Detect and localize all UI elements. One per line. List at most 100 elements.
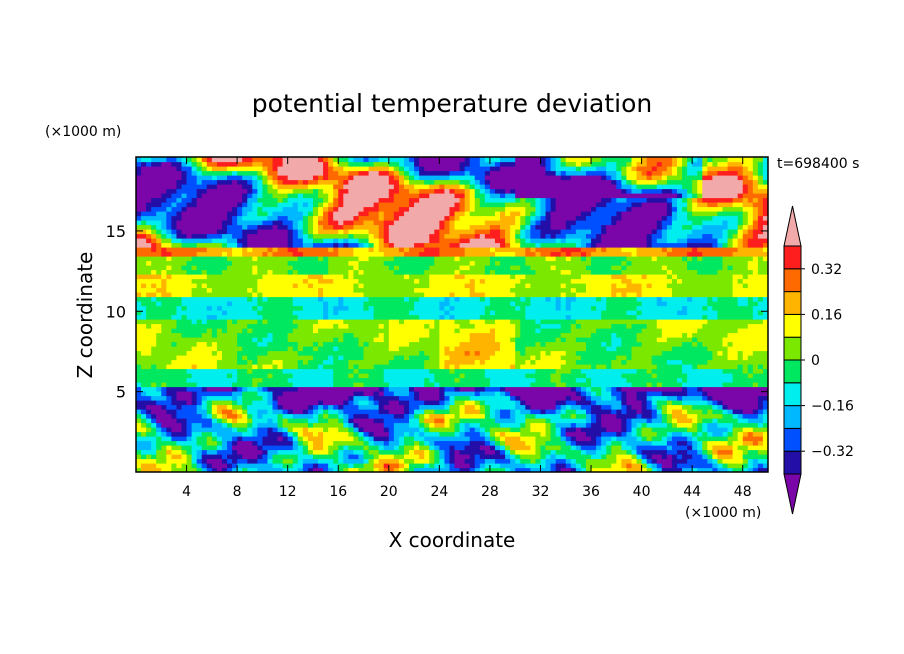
contour-cell bbox=[505, 449, 511, 455]
time-label: t=698400 s bbox=[777, 156, 859, 172]
contour-cell bbox=[712, 242, 719, 248]
contour-cell bbox=[277, 364, 284, 370]
contour-cell bbox=[671, 431, 683, 437]
contour-cell bbox=[565, 463, 572, 469]
contour-cell bbox=[409, 355, 430, 361]
contour-cell bbox=[757, 215, 764, 221]
contour-cell bbox=[712, 350, 719, 356]
contour-cell bbox=[469, 278, 476, 284]
contour-cell bbox=[489, 382, 531, 388]
contour-cell bbox=[292, 188, 314, 194]
contour-cell bbox=[752, 440, 759, 446]
contour-cell bbox=[358, 467, 375, 472]
contour-cell bbox=[585, 287, 612, 293]
contour-cell bbox=[196, 161, 203, 167]
contour-cell bbox=[257, 458, 269, 464]
contour-cell bbox=[449, 400, 456, 406]
contour-cell bbox=[267, 395, 274, 401]
contour-cell bbox=[343, 238, 349, 244]
contour-cell bbox=[398, 463, 405, 469]
contour-cell bbox=[272, 184, 279, 190]
contour-cell bbox=[221, 242, 228, 248]
contour-cell bbox=[398, 440, 405, 446]
contour-cell bbox=[267, 247, 274, 253]
contour-cell bbox=[378, 409, 390, 415]
contour-cell bbox=[580, 355, 617, 361]
contour-cell bbox=[242, 400, 253, 406]
contour-cell bbox=[297, 350, 365, 356]
contour-cell bbox=[414, 166, 420, 172]
contour-cell bbox=[409, 247, 425, 253]
contour-cell bbox=[651, 440, 668, 446]
contour-cell bbox=[434, 373, 461, 379]
contour-cell bbox=[378, 404, 385, 410]
contour-cell bbox=[560, 269, 572, 275]
contour-cell bbox=[373, 161, 390, 167]
contour-cell bbox=[211, 409, 218, 415]
contour-cell bbox=[444, 454, 451, 460]
contour-cell bbox=[161, 301, 183, 307]
contour-cell bbox=[409, 157, 415, 163]
contour-cell bbox=[484, 431, 491, 437]
contour-cell bbox=[267, 431, 284, 437]
contour-cell bbox=[242, 386, 248, 392]
contour-cell bbox=[257, 287, 319, 293]
colorbar-label: 0.16 bbox=[811, 307, 842, 323]
contour-cell bbox=[525, 440, 537, 446]
contour-cell bbox=[631, 427, 638, 433]
contour-cell bbox=[176, 440, 198, 446]
contour-cell bbox=[459, 373, 466, 379]
contour-cell bbox=[565, 170, 587, 176]
contour-cell bbox=[474, 229, 491, 235]
contour-cell bbox=[328, 265, 355, 271]
contour-cell bbox=[414, 445, 420, 451]
contour-cell bbox=[232, 422, 248, 428]
contour-cell bbox=[216, 418, 223, 424]
contour-cell bbox=[136, 395, 152, 401]
contour-cell bbox=[459, 323, 476, 329]
contour-cell bbox=[409, 175, 415, 181]
contour-cell bbox=[682, 377, 688, 383]
contour-cell bbox=[267, 391, 274, 397]
contour-cell bbox=[560, 377, 577, 383]
contour-cell bbox=[292, 413, 314, 419]
contour-cell bbox=[232, 386, 238, 392]
contour-cell bbox=[757, 301, 768, 307]
contour-cell bbox=[565, 251, 572, 257]
contour-cell bbox=[757, 265, 768, 271]
contour-cell bbox=[707, 395, 713, 401]
contour-cell bbox=[550, 202, 557, 208]
contour-cell bbox=[348, 364, 355, 370]
contour-cell bbox=[666, 418, 673, 424]
contour-cell bbox=[378, 454, 395, 460]
contour-cell bbox=[671, 292, 734, 298]
contour-cell bbox=[489, 310, 496, 316]
contour-cell bbox=[272, 359, 284, 365]
contour-cell bbox=[297, 445, 304, 451]
contour-cell bbox=[626, 440, 653, 446]
contour-cell bbox=[687, 206, 693, 212]
contour-cell bbox=[348, 454, 360, 460]
contour-cell bbox=[156, 463, 172, 469]
contour-cell bbox=[358, 269, 365, 275]
contour-cell bbox=[343, 197, 380, 203]
contour-cell bbox=[388, 436, 395, 442]
contour-cell bbox=[494, 458, 511, 464]
contour-cell bbox=[378, 238, 385, 244]
contour-cell bbox=[489, 355, 516, 361]
contour-cell bbox=[616, 179, 622, 185]
contour-cell bbox=[682, 197, 688, 203]
contour-cell bbox=[616, 454, 633, 460]
contour-cell bbox=[591, 229, 602, 235]
contour-cell bbox=[525, 350, 542, 356]
contour-cell bbox=[196, 395, 203, 401]
contour-cell bbox=[343, 229, 349, 235]
contour-cell bbox=[757, 179, 764, 185]
contour-cell bbox=[676, 310, 688, 316]
contour-cell bbox=[500, 215, 516, 221]
contour-cell bbox=[323, 427, 329, 433]
contour-cell bbox=[687, 332, 693, 338]
contour-cell bbox=[545, 341, 587, 347]
contour-cell bbox=[550, 224, 567, 230]
contour-cell bbox=[176, 404, 183, 410]
